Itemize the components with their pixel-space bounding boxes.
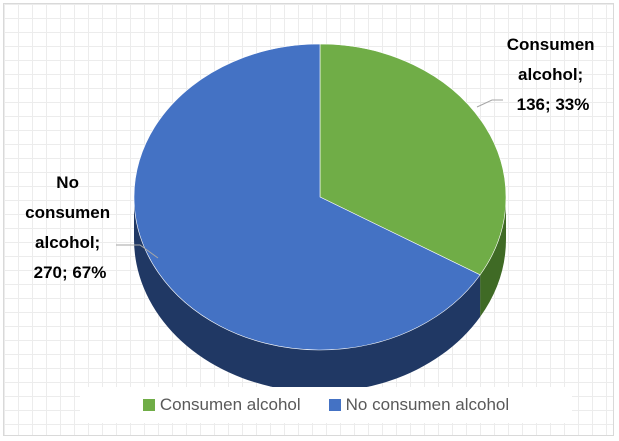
legend-item-no-consumen: No consumen alcohol [328,395,510,415]
legend-item-consumen: Consumen alcohol [142,395,301,415]
pie-side-consumen-alcohol [480,197,506,317]
pie-depth [134,197,506,392]
pie-side-no-consumen-alcohol [134,197,481,392]
pie-slice-consumen-alcohol [319,43,507,276]
legend-swatch-no-consumen [328,399,341,411]
legend-label-consumen: Consumen alcohol [159,395,301,414]
leader-line-no-consumen [116,244,159,259]
pie-slices [133,43,507,351]
legend-swatch-consumen [142,399,155,411]
pie-slice-no-consumen-alcohol [133,43,481,351]
leader-line-consumen [476,99,503,108]
leader-lines [116,99,503,259]
legend-label-no-consumen: No consumen alcohol [345,395,510,414]
legend: Consumen alcohol No consumen alcohol [80,387,572,423]
data-label-no-consumen: No consumen alcohol; 270; 67% [25,173,115,282]
data-label-consumen: Consumen alcohol; 136; 33% [507,35,600,114]
